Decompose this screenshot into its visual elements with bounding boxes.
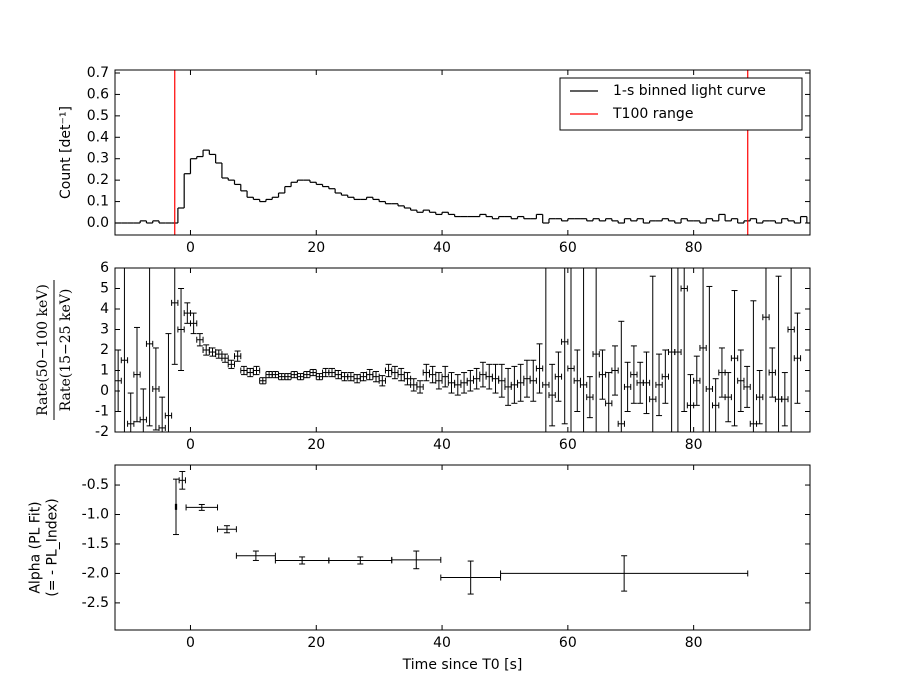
x-tick-label: 80 xyxy=(685,635,703,651)
y-tick-label: 5 xyxy=(100,281,109,297)
x-tick-label: 80 xyxy=(685,437,703,453)
axes-frame xyxy=(114,464,811,631)
y-tick-label: -2 xyxy=(95,424,109,440)
legend-label: T100 range xyxy=(612,106,693,122)
x-tick-label: 20 xyxy=(307,437,325,453)
x-tick-label: 40 xyxy=(433,240,451,256)
y-tick-label: 1 xyxy=(100,363,109,379)
y-tick-label: -2.5 xyxy=(82,595,109,611)
plot-area xyxy=(115,70,810,235)
y-tick-label: 0.2 xyxy=(87,172,109,188)
y-tick-label: 6 xyxy=(100,260,109,276)
plot-area xyxy=(115,268,802,432)
y-tick-label: 0.3 xyxy=(87,151,109,167)
legend xyxy=(559,77,803,131)
legend-label: 1-s binned light curve xyxy=(613,83,766,99)
y-axis-label: (= - PL_Index) xyxy=(45,498,61,596)
axes-frame xyxy=(114,69,811,236)
x-tick-label: 20 xyxy=(307,240,325,256)
y-tick-label: 0 xyxy=(100,383,109,399)
y-tick-label: -1.5 xyxy=(82,536,109,552)
axes-frame xyxy=(114,267,811,433)
x-tick-label: 0 xyxy=(186,635,195,651)
y-axis-label: Alpha (PL Fit) xyxy=(28,501,44,593)
y-tick-label: -0.5 xyxy=(82,477,109,493)
y-tick-label: 2 xyxy=(100,342,109,358)
plot-area xyxy=(173,470,749,595)
y-tick-label: 4 xyxy=(100,301,109,317)
y-tick-label: 0.4 xyxy=(87,129,109,145)
x-tick-label: 60 xyxy=(559,635,577,651)
y-tick-label: -2.0 xyxy=(82,565,109,581)
y-tick-label: -1.0 xyxy=(82,507,109,523)
y-axis-label-denominator: Rate(15−25 keV) xyxy=(58,289,74,412)
x-tick-label: 0 xyxy=(186,437,195,453)
y-tick-label: 3 xyxy=(100,322,109,338)
x-tick-label: 80 xyxy=(685,240,703,256)
y-tick-label: 0.7 xyxy=(87,65,109,81)
y-tick-label: 0.1 xyxy=(87,194,109,210)
y-axis-label: Count [det⁻¹] xyxy=(58,106,74,199)
x-tick-label: 0 xyxy=(186,240,195,256)
y-tick-label: 0.5 xyxy=(87,108,109,124)
y-tick-label: 0.0 xyxy=(87,215,109,231)
x-tick-label: 60 xyxy=(559,437,577,453)
y-tick-label: -1 xyxy=(95,404,109,420)
y-tick-label: 0.6 xyxy=(87,86,109,102)
y-axis-label-numerator: Rate(50−100 keV) xyxy=(35,284,51,416)
x-axis-label: Time since T0 [s] xyxy=(402,657,523,673)
x-tick-label: 20 xyxy=(307,635,325,651)
x-tick-label: 40 xyxy=(433,437,451,453)
x-tick-label: 40 xyxy=(433,635,451,651)
y-axis-label: Rate(50−100 keV) Rate(15−25 keV) xyxy=(35,280,74,420)
x-tick-label: 60 xyxy=(559,240,577,256)
